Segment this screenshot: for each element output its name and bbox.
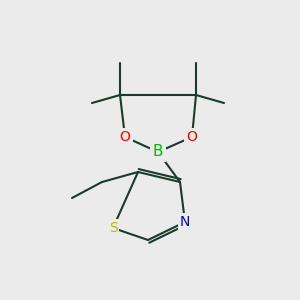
Text: S: S [109, 221, 117, 235]
Text: N: N [180, 215, 190, 229]
Text: O: O [187, 130, 197, 144]
Text: O: O [120, 130, 130, 144]
Text: B: B [153, 145, 163, 160]
